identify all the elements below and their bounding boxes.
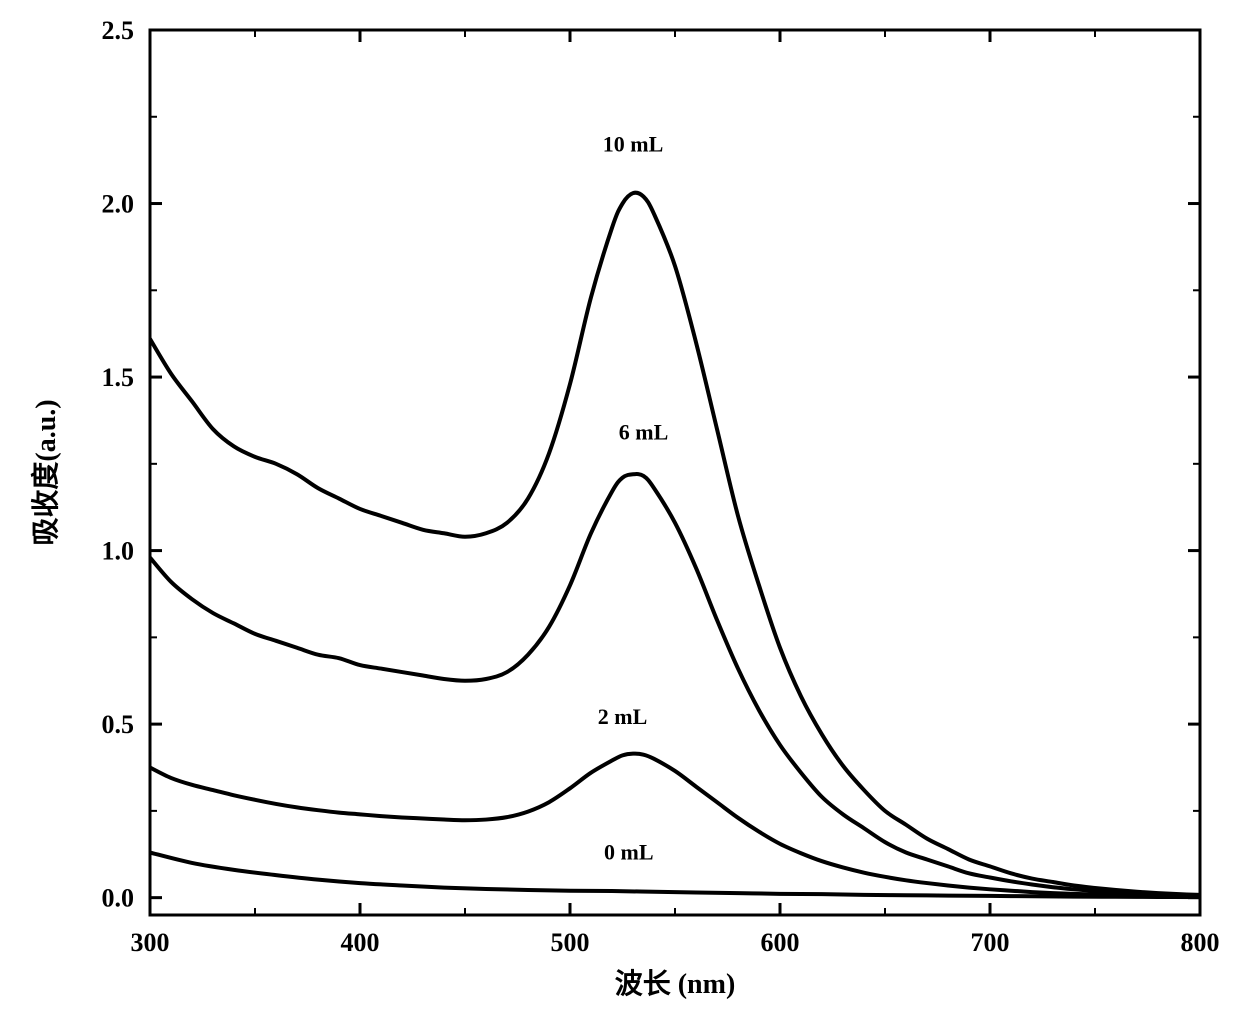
y-axis-title: 吸收度(a.u.): [30, 399, 62, 545]
series-label-3: 0 mL: [604, 839, 654, 864]
series-label-1: 6 mL: [619, 420, 669, 445]
x-tick-label: 300: [131, 928, 170, 957]
y-tick-label: 0.0: [102, 884, 135, 913]
x-axis-title: 波长 (nm): [615, 968, 736, 1000]
absorbance-chart: 300 400 500 600 700 800 0.0 0.5 1.0 1.5 2.0 2.5 波长 (…: [0, 0, 1239, 1013]
x-tick-label: 800: [1181, 928, 1220, 957]
y-tick-label: 1.0: [102, 537, 135, 566]
x-tick-label: 400: [341, 928, 380, 957]
x-tick-label: 600: [761, 928, 800, 957]
x-tick-label: 700: [971, 928, 1010, 957]
y-tick-label: 2.5: [102, 16, 135, 45]
series-label-2: 2 mL: [598, 704, 648, 729]
chart-container: 300 400 500 600 700 800 0.0 0.5 1.0 1.5 2.0 2.5 波长 (…: [0, 0, 1239, 1013]
x-tick-label: 500: [551, 928, 590, 957]
y-tick-label: 0.5: [102, 710, 135, 739]
series-label-0: 10 mL: [603, 131, 664, 156]
y-tick-label: 2.0: [102, 190, 135, 219]
y-tick-label: 1.5: [102, 363, 135, 392]
